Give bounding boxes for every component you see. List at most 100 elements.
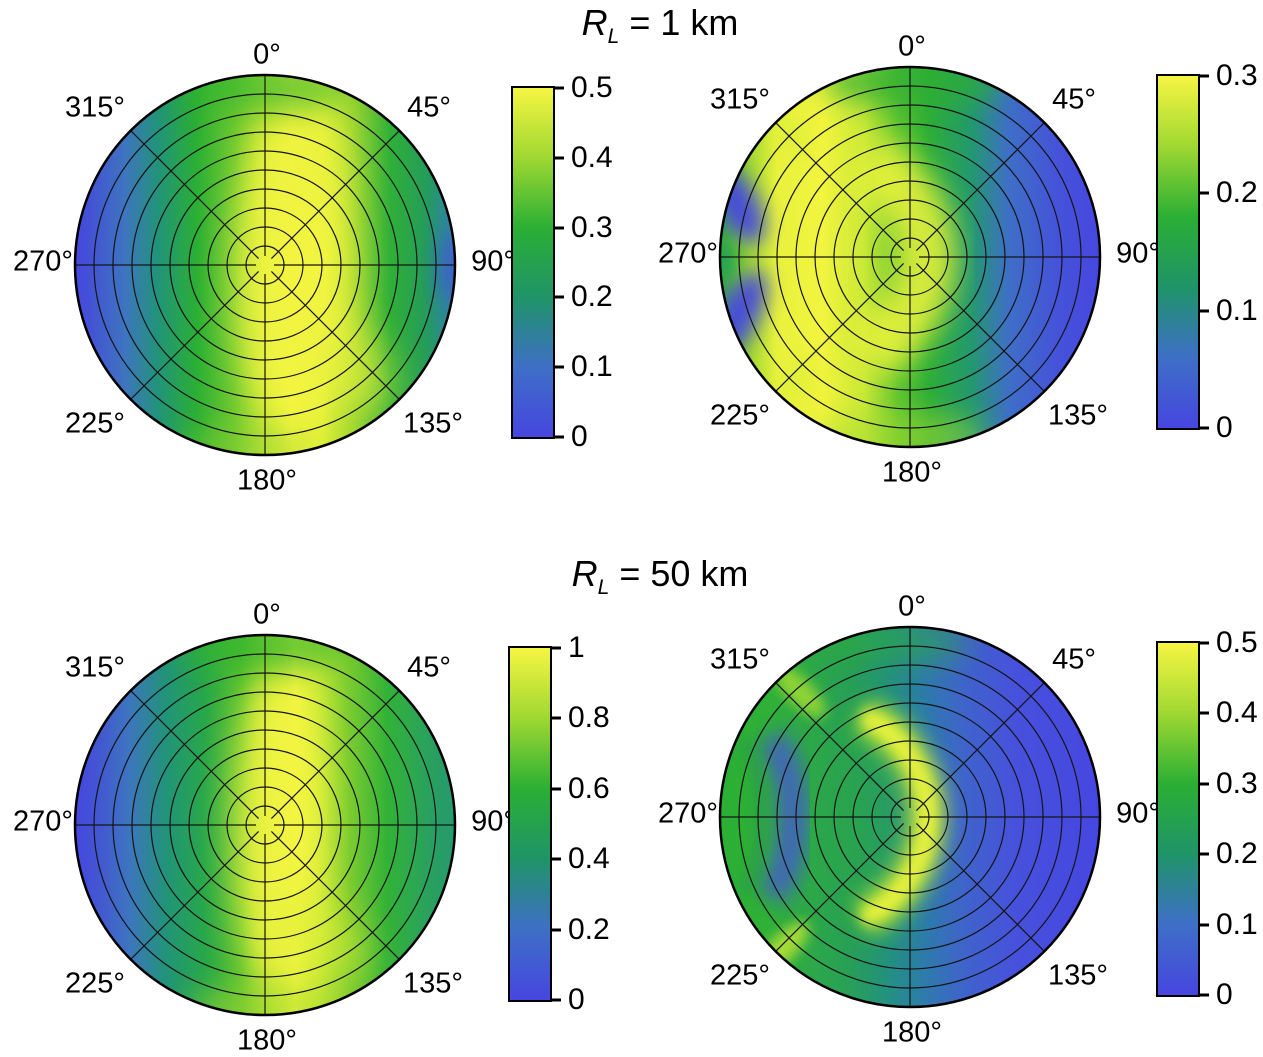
colorbar-tick-label: 0 [571, 420, 588, 453]
colorbar-tick [555, 226, 564, 230]
colorbar-top-right: 0.3 0.2 0.1 0 [1156, 61, 1263, 443]
colorbar-tick-label: 0.1 [1216, 908, 1258, 941]
colorbar-tick-label: 0.1 [1216, 294, 1258, 327]
polar-field-svg [718, 65, 1102, 449]
colorbar-gradient [511, 86, 555, 439]
title-subscript: L [607, 25, 620, 49]
title-variable: R [571, 553, 598, 594]
colorbar-tick [552, 998, 561, 1002]
colorbar-tick-label: 0.5 [1216, 626, 1258, 659]
angle-label-225: 225° [710, 959, 770, 992]
colorbar-tick-label: 0.2 [1216, 176, 1258, 209]
colorbar-gradient [508, 646, 552, 1002]
angle-label-270: 270° [658, 237, 718, 270]
colorbar-tick [555, 365, 564, 369]
panel-title-rl-1km: RL = 1 km [582, 2, 739, 49]
polar-plot-top-right: 0° 45° 90° 135° 180° 225° 270° 315° [650, 0, 1170, 517]
colorbar-tick [1200, 309, 1209, 313]
colorbar-tick-label: 0 [1216, 978, 1233, 1011]
colorbar-tick [1200, 191, 1209, 195]
plot-boundary [718, 65, 1102, 449]
colorbar-tick [1200, 782, 1209, 786]
polar-field-svg [73, 633, 457, 1017]
colorbar-tick [552, 857, 561, 861]
colorbar-tick [1200, 711, 1209, 715]
angle-label-45: 45° [1052, 643, 1096, 676]
colorbar-tick-label: 0 [568, 983, 585, 1016]
colorbar-tick [552, 716, 561, 720]
polar-grid [75, 75, 455, 455]
colorbar-tick [1200, 641, 1209, 645]
angle-label-135: 135° [403, 967, 463, 1000]
colorbar-tick [555, 295, 564, 299]
angle-label-135: 135° [1048, 399, 1108, 432]
angle-label-315: 315° [710, 643, 770, 676]
panel-title-rl-50km: RL = 50 km [572, 553, 749, 600]
colorbar-tick-label: 0.2 [571, 280, 613, 313]
colorbar-tick-label: 0.3 [571, 211, 613, 244]
colorbar-tick-label: 0 [1216, 411, 1233, 444]
angle-label-270: 270° [13, 245, 73, 278]
angle-label-45: 45° [1052, 83, 1096, 116]
plot-boundary [73, 633, 457, 1017]
colorbar-tick-label: 0.4 [1216, 696, 1258, 729]
colorbar-tick-label: 0.8 [568, 701, 610, 734]
angle-label-45: 45° [407, 651, 451, 684]
angle-label-0: 0° [898, 30, 926, 63]
colorbar-gradient [1156, 74, 1200, 430]
colorbar-tick [1200, 426, 1209, 430]
colorbar-tick [552, 787, 561, 791]
angle-label-0: 0° [253, 598, 281, 631]
angle-label-315: 315° [710, 83, 770, 116]
angle-label-315: 315° [65, 91, 125, 124]
title-subscript: L [597, 576, 610, 600]
plot-boundary [718, 625, 1102, 1009]
polar-grid [720, 627, 1100, 1007]
polar-grid [75, 635, 455, 1015]
colorbar-tick-label: 0.6 [568, 772, 610, 805]
angle-label-180: 180° [882, 1016, 942, 1049]
colorbar-tick [1200, 993, 1209, 997]
colorbar-bottom-right: 0.5 0.4 0.3 0.2 0.1 0 [1156, 628, 1263, 1010]
angle-label-45: 45° [407, 91, 451, 124]
angle-label-180: 180° [882, 456, 942, 489]
angle-label-90: 90° [471, 245, 515, 278]
colorbar-gradient [1156, 641, 1200, 997]
colorbar-top-left: 0.5 0.4 0.3 0.2 0.1 0 [511, 73, 631, 452]
plot-boundary [73, 73, 457, 457]
angle-label-270: 270° [13, 805, 73, 838]
polar-plot-bottom-right: 0° 45° 90° 135° 180° 225° 270° 315° [650, 557, 1170, 1057]
colorbar-tick [555, 435, 564, 439]
angle-label-180: 180° [237, 1024, 297, 1057]
colorbar-tick-label: 0.4 [568, 842, 610, 875]
colorbar-tick-label: 0.2 [568, 913, 610, 946]
angle-label-90: 90° [1116, 237, 1160, 270]
title-variable: R [581, 2, 608, 43]
angle-label-0: 0° [898, 590, 926, 623]
colorbar-tick [552, 928, 561, 932]
colorbar-tick [555, 86, 564, 90]
title-rest: = 50 km [609, 553, 749, 594]
colorbar-tick-label: 0.5 [571, 71, 613, 104]
colorbar-bottom-left: 1 0.8 0.6 0.4 0.2 0 [508, 633, 628, 1015]
colorbar-tick-label: 0.2 [1216, 837, 1258, 870]
colorbar-tick [555, 156, 564, 160]
angle-label-225: 225° [65, 967, 125, 1000]
angle-label-225: 225° [710, 399, 770, 432]
polar-plot-top-left: 0° 45° 90° 135° 180° 225° 270° 315° [5, 5, 525, 525]
angle-label-225: 225° [65, 407, 125, 440]
polar-plot-bottom-left: 0° 45° 90° 135° 180° 225° 270° 315° [5, 565, 525, 1057]
colorbar-tick-label: 0.3 [1216, 59, 1258, 92]
angle-label-135: 135° [403, 407, 463, 440]
angle-label-270: 270° [658, 797, 718, 830]
angle-label-135: 135° [1048, 959, 1108, 992]
colorbar-tick-label: 0.4 [571, 141, 613, 174]
angle-label-315: 315° [65, 651, 125, 684]
polar-grid [720, 67, 1100, 447]
colorbar-tick-label: 0.3 [1216, 767, 1258, 800]
colorbar-tick-label: 0.1 [571, 350, 613, 383]
angle-label-180: 180° [237, 464, 297, 497]
polar-field-svg [73, 73, 457, 457]
colorbar-tick [1200, 923, 1209, 927]
